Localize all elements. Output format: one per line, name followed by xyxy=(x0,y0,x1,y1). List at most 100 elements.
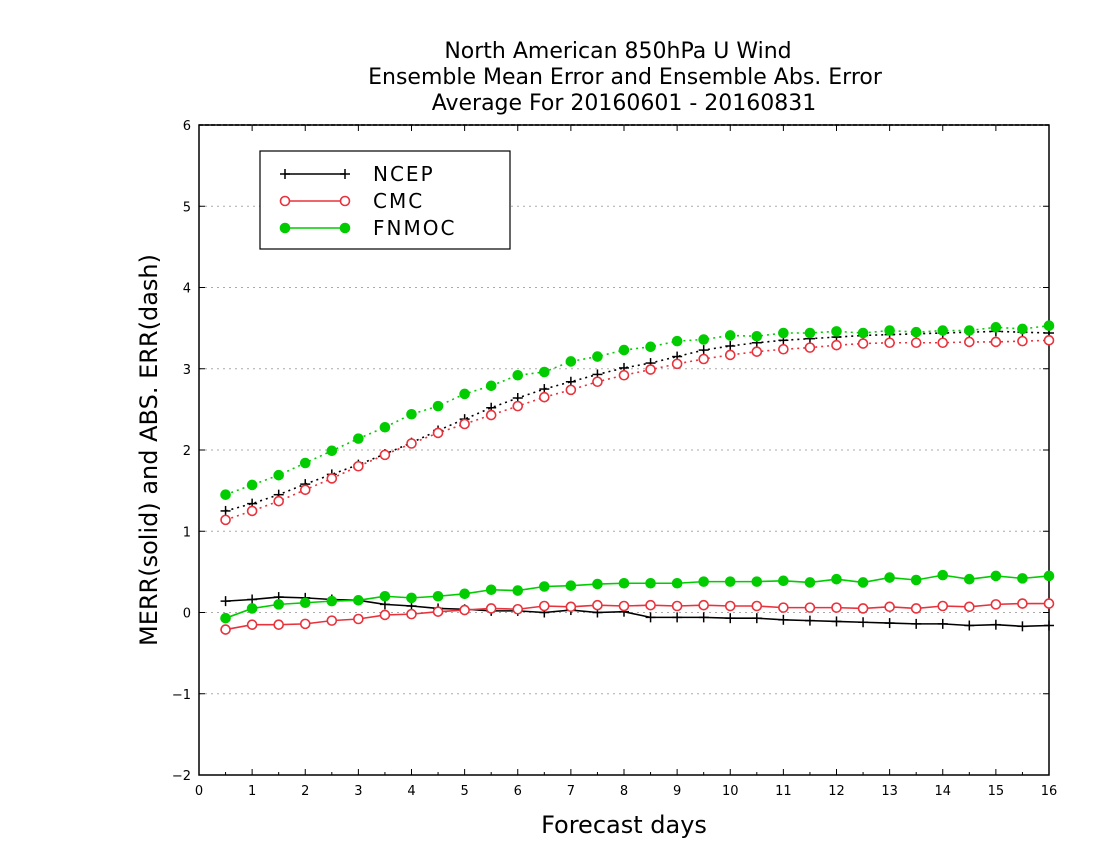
x-tick-label: 5 xyxy=(460,784,468,799)
series-cmc-abs-err-point xyxy=(326,473,338,484)
series-ncep-abs-err-point xyxy=(220,505,231,516)
series-fnmoc-abs-err-point xyxy=(432,400,444,412)
series-fnmoc-merr-point xyxy=(804,577,816,588)
series-ncep-merr-point xyxy=(1017,621,1028,632)
series-fnmoc-abs-err-line xyxy=(225,324,1050,496)
series-cmc-abs-err-point xyxy=(751,346,763,357)
legend-marker xyxy=(280,169,290,179)
chart-title-line-2: Ensemble Mean Error and Ensemble Abs. Er… xyxy=(368,65,883,90)
series-fnmoc-merr-point xyxy=(592,578,603,590)
series-cmc-abs-err-point xyxy=(618,369,630,381)
series-fnmoc-merr-point xyxy=(565,580,577,591)
x-tick-label: 3 xyxy=(354,784,362,799)
series-ncep-merr-point xyxy=(831,616,842,627)
series-cmc-abs-err-point xyxy=(220,514,231,526)
series-cmc-abs-err-point xyxy=(1017,335,1028,347)
series-fnmoc-merr-point xyxy=(1043,570,1055,582)
series-fnmoc-abs-err-point xyxy=(724,330,736,341)
series-cmc-merr-point xyxy=(353,613,364,625)
series-ncep-merr-point xyxy=(1044,620,1054,631)
chart-title-line-3: Average For 20160601 - 20160831 xyxy=(432,91,817,116)
series-ncep-merr-point xyxy=(964,620,975,631)
series-fnmoc-merr-line xyxy=(225,574,1050,619)
series-cmc-abs-err-point xyxy=(353,460,364,472)
series-cmc-merr-point xyxy=(1017,598,1028,609)
gridlines xyxy=(199,205,1049,695)
series-cmc-merr-point xyxy=(592,599,603,611)
chart-title-line-1: North American 850hPa U Wind xyxy=(444,39,791,64)
series-fnmoc-merr-point xyxy=(937,569,949,581)
y-tick-label: −2 xyxy=(172,769,191,784)
series-cmc-abs-err-point xyxy=(485,409,497,421)
series-cmc-merr-point xyxy=(857,603,869,614)
series-fnmoc-abs-err-point xyxy=(326,445,338,457)
x-tick-label: 13 xyxy=(881,784,898,799)
series-ncep-abs-err-point xyxy=(725,341,736,351)
series-fnmoc-merr-point xyxy=(910,574,922,586)
series-ncep-abs-err-point xyxy=(698,345,709,356)
series-cmc-abs-err-point xyxy=(379,449,391,461)
series-fnmoc-merr-point xyxy=(778,575,789,587)
x-tick-label: 8 xyxy=(620,784,628,799)
x-tick-label: 2 xyxy=(301,784,309,799)
series-fnmoc-abs-err-point xyxy=(937,325,949,336)
series-ncep-merr-point xyxy=(698,612,709,623)
x-tick-label: 11 xyxy=(775,784,792,799)
series-cmc-merr-point xyxy=(831,602,842,613)
series-fnmoc-abs-err-point xyxy=(804,327,816,339)
series-ncep-merr-point xyxy=(858,617,869,628)
series-cmc-merr-point xyxy=(910,603,922,614)
series-fnmoc-abs-err-point xyxy=(299,457,311,469)
series-ncep-merr-line xyxy=(225,596,1050,628)
series-cmc-abs-err-point xyxy=(246,505,258,517)
legend-item-cmc: CMC xyxy=(279,189,422,213)
series-cmc-merr-point xyxy=(724,600,736,612)
series-cmc-merr-point xyxy=(379,609,391,621)
y-tick-label: 5 xyxy=(183,200,191,215)
series-cmc-abs-err-point xyxy=(910,337,922,349)
series-fnmoc-merr-point xyxy=(831,573,842,585)
series-cmc-merr-line xyxy=(225,602,1049,631)
series-cmc-abs-err-point xyxy=(698,353,709,365)
series-cmc-merr-point xyxy=(1043,598,1055,609)
series-fnmoc-abs-err-point xyxy=(246,479,258,491)
series-ncep-merr-point xyxy=(645,612,656,623)
series-cmc-abs-err-point xyxy=(884,337,895,349)
series-cmc-merr-point xyxy=(512,603,524,615)
x-tick-label: 16 xyxy=(1041,784,1058,799)
x-tick-label: 10 xyxy=(722,784,739,799)
series-fnmoc-abs-err-point xyxy=(698,334,709,345)
series-fnmoc-abs-err-point xyxy=(273,469,284,481)
x-tick-label: 14 xyxy=(934,784,951,799)
series-cmc-merr-point xyxy=(565,601,577,613)
series-fnmoc-merr-point xyxy=(964,573,975,585)
series-fnmoc-abs-err-point xyxy=(512,369,524,381)
series-fnmoc-merr-point xyxy=(857,577,869,588)
series-cmc-merr-point xyxy=(990,599,1002,610)
series-cmc-merr-point xyxy=(618,600,630,612)
series-fnmoc-abs-err-point xyxy=(220,489,231,500)
series-cmc-merr-point xyxy=(778,602,789,613)
series-fnmoc-merr-point xyxy=(326,595,338,607)
series-cmc-abs-err-point xyxy=(831,339,842,351)
series-cmc-merr-point xyxy=(884,601,895,613)
series-cmc-merr-point xyxy=(751,600,763,612)
x-axis-label: Forecast days xyxy=(541,811,707,839)
series-cmc-merr-point xyxy=(964,601,975,613)
series-fnmoc-merr-point xyxy=(539,581,550,592)
x-tick-label: 4 xyxy=(407,784,415,799)
series-cmc-merr-point xyxy=(326,615,338,626)
series-cmc-merr-point xyxy=(539,600,550,612)
x-tick-label: 1 xyxy=(248,784,256,799)
series-cmc-abs-err-point xyxy=(406,438,417,449)
series-fnmoc-abs-err-point xyxy=(778,327,789,339)
series-fnmoc-abs-err-point xyxy=(857,327,869,339)
series-fnmoc-abs-err-point xyxy=(1017,323,1028,335)
series-cmc-abs-err-point xyxy=(1043,335,1055,346)
series-cmc-abs-err-point xyxy=(937,337,949,349)
series-fnmoc-merr-point xyxy=(406,592,417,604)
y-tick-label: 1 xyxy=(183,525,191,540)
series-fnmoc-merr-point xyxy=(751,576,763,587)
series-ncep-merr-point xyxy=(937,618,948,629)
